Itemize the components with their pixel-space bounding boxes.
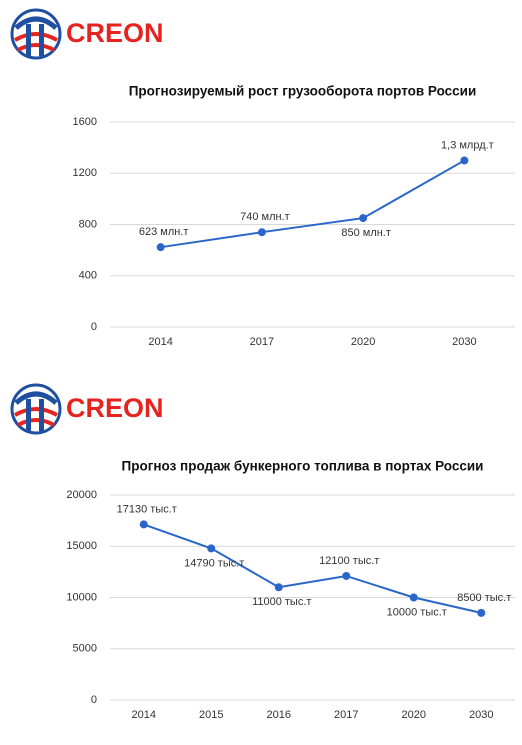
y-tick-label: 10000 [66,591,97,603]
x-tick-label: 2020 [402,709,426,721]
y-tick-label: 0 [91,321,97,333]
series-line [160,159,465,249]
data-label: 1,3 млрд.т [441,139,494,151]
y-tick-label: 400 [79,270,97,282]
data-label: 10000 тыс.т [387,606,447,618]
data-label: 8500 тыс.т [457,592,511,604]
x-tick-label: 2030 [452,336,476,348]
data-label: 12100 тыс.т [319,555,379,567]
y-tick-label: 800 [79,218,97,230]
data-point [409,593,418,602]
logo-emblem [10,383,62,435]
x-tick-label: 2016 [267,709,291,721]
data-label: 623 млн.т [139,226,189,238]
y-tick-label: 15000 [66,540,97,552]
data-label: 740 млн.т [240,211,290,223]
x-tick-label: 2014 [132,709,156,721]
series-line [143,523,482,614]
chart-title: Прогноз продаж бункерного топлива в порт… [122,459,484,474]
x-tick-label: 2017 [334,709,358,721]
y-tick-label: 0 [91,694,97,706]
logo-emblem [10,8,62,60]
data-label: 17130 тыс.т [117,503,177,515]
data-label: 14790 тыс.т [184,557,244,569]
data-point [139,520,148,529]
logo-text: CREON [66,393,164,423]
y-tick-label: 20000 [66,489,97,501]
data-point [207,544,216,553]
data-point [460,156,469,165]
data-point [477,608,486,617]
x-tick-label: 2030 [469,709,493,721]
chart-title: Прогнозируемый рост грузооборота портов … [129,84,477,99]
x-tick-label: 2015 [199,709,223,721]
data-label: 850 млн.т [341,227,391,239]
y-tick-label: 1200 [73,167,97,179]
y-tick-label: 5000 [73,643,97,655]
x-tick-label: 2020 [351,336,375,348]
data-point [342,571,351,580]
data-point [274,583,283,592]
data-point [156,243,165,252]
x-tick-label: 2017 [250,336,274,348]
data-label: 11000 тыс.т [252,596,311,608]
data-point [257,228,266,237]
x-tick-label: 2014 [148,336,172,348]
y-tick-label: 1600 [73,116,97,128]
logo-text: CREON [66,18,164,48]
data-point [359,214,368,223]
